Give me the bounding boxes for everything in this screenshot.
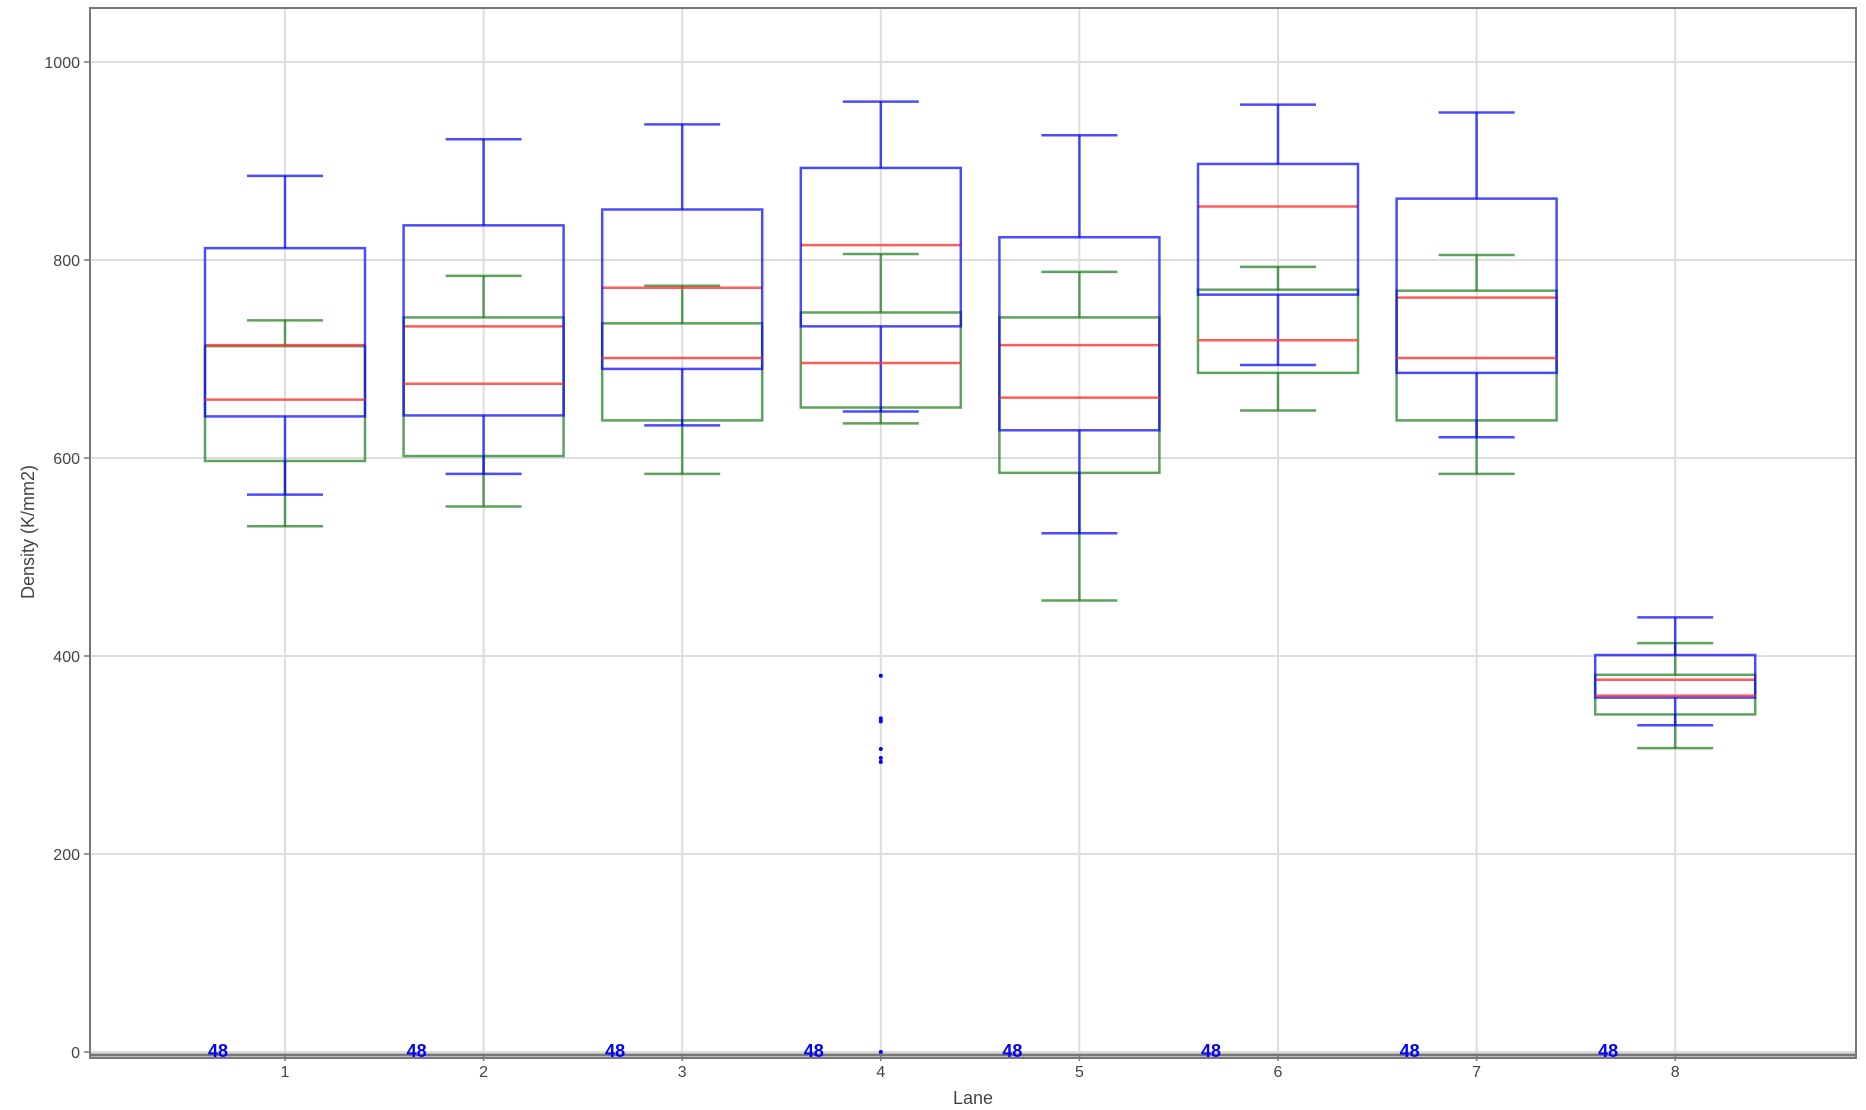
box-iqr [402, 224, 565, 417]
x-axis-label: Lane [953, 1088, 993, 1108]
count-label: 48 [1598, 1041, 1618, 1061]
box-lane-6 [1196, 205, 1360, 412]
x-tick-label: 3 [678, 1064, 687, 1081]
grid-lines [84, 8, 1856, 1061]
box-iqr [998, 235, 1161, 432]
x-tick-label: 4 [876, 1064, 885, 1081]
y-tick-label: 400 [53, 649, 80, 666]
box-lane-4 [799, 100, 963, 1054]
box-lane-7 [1395, 111, 1558, 439]
box-iqr [1196, 288, 1360, 375]
x-tick-label: 5 [1075, 1064, 1084, 1081]
box-iqr [799, 166, 963, 328]
box-lane-1 [203, 174, 367, 496]
box-lane-2 [402, 137, 565, 476]
outlier-point [878, 755, 883, 760]
outlier-point [878, 1050, 883, 1054]
box-iqr [1593, 653, 1757, 699]
y-tick-label: 800 [53, 253, 80, 270]
count-label: 48 [1201, 1041, 1221, 1061]
box-plots [203, 100, 1757, 1054]
count-label: 48 [208, 1041, 228, 1061]
x-tick-label: 1 [281, 1064, 290, 1081]
y-tick-label: 200 [53, 847, 80, 864]
count-labels: 48 48 48 48 48 48 48 48 [208, 1041, 1618, 1061]
count-label: 48 [1400, 1041, 1420, 1061]
x-tick-label: 8 [1671, 1064, 1680, 1081]
outlier-point [878, 747, 883, 752]
y-axis-label: Density (K/mm2) [18, 465, 38, 599]
box-lane-5 [998, 134, 1161, 535]
outlier-point [878, 719, 883, 724]
y-tick-label: 0 [71, 1045, 80, 1062]
y-tick-label: 1000 [44, 55, 80, 72]
box-lane-6 [1196, 103, 1360, 367]
x-tick-label: 2 [479, 1064, 488, 1081]
plot-area-frame [89, 7, 1857, 1059]
box-lane-8 [1593, 616, 1757, 727]
count-label: 48 [804, 1041, 824, 1061]
count-label: 48 [407, 1041, 427, 1061]
y-tick-labels: 0 200 400 600 800 1000 [44, 55, 80, 1062]
x-tick-label: 7 [1472, 1064, 1481, 1081]
x-tick-labels: 1 2 3 4 5 6 7 8 [281, 1064, 1680, 1081]
box-iqr [600, 208, 764, 371]
x-tick-label: 6 [1274, 1064, 1283, 1081]
y-tick-label: 600 [53, 451, 80, 468]
count-label: 48 [1002, 1041, 1022, 1061]
box-iqr [203, 246, 367, 418]
box-iqr [1395, 197, 1558, 375]
outlier-point [878, 673, 883, 678]
outlier-point [878, 759, 883, 764]
box-lane-3 [600, 123, 764, 427]
count-label: 48 [605, 1041, 625, 1061]
outlier-point [878, 716, 883, 721]
box-iqr [1196, 162, 1360, 296]
